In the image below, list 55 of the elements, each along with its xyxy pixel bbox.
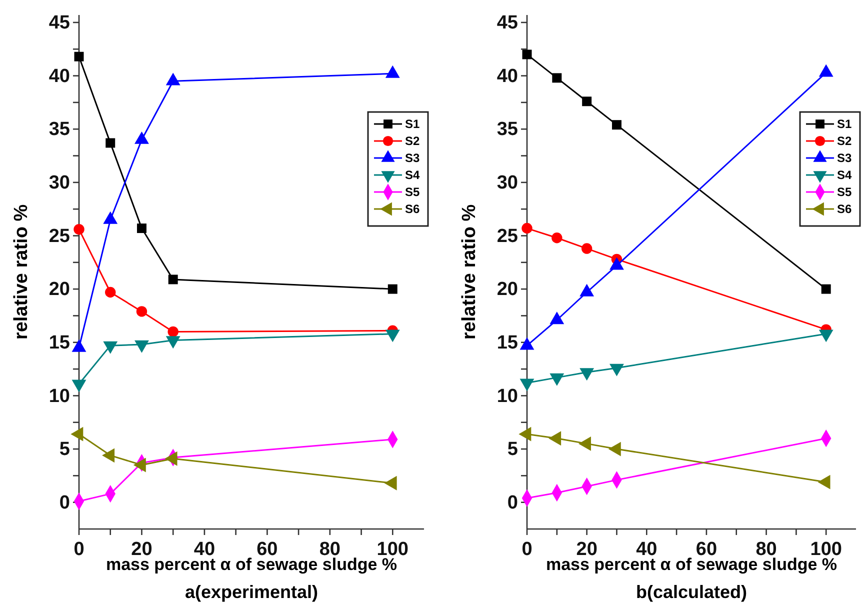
legend-label: S5 <box>405 185 420 199</box>
x-tick-label: 0 <box>522 539 532 560</box>
point <box>552 232 562 244</box>
legend-label: S3 <box>837 151 852 165</box>
legend-label: S6 <box>837 202 852 216</box>
y-tick-label: 30 <box>496 172 518 194</box>
y-tick-label: 20 <box>496 279 518 300</box>
legend-label: S6 <box>405 202 420 216</box>
legend-label: S2 <box>405 134 420 148</box>
point <box>522 222 532 234</box>
point <box>74 224 84 235</box>
y-tick-label: 10 <box>496 386 518 407</box>
legend-label: S1 <box>837 117 852 131</box>
y-tick-label: 45 <box>496 12 518 34</box>
y-tick-label: 40 <box>48 66 70 87</box>
legend-label: S2 <box>837 134 852 148</box>
text: b(calculated) <box>636 582 748 602</box>
y-tick-label: 0 <box>507 492 518 514</box>
legend-label: S3 <box>405 151 420 165</box>
y-tick-label: 5 <box>59 439 70 460</box>
point <box>168 274 178 284</box>
y-tick-label: 0 <box>59 492 70 514</box>
y-tick-label: 20 <box>48 279 70 300</box>
y-tick-label: 10 <box>48 386 70 407</box>
y-tick-label: 30 <box>48 172 70 194</box>
legend-label: S4 <box>837 168 852 182</box>
point <box>522 50 532 60</box>
y-tick-label: 15 <box>48 332 70 354</box>
y-tick-label: 40 <box>496 66 518 87</box>
point <box>136 224 146 234</box>
point <box>105 286 116 298</box>
text: a(experimental) <box>184 582 318 602</box>
point <box>581 243 592 254</box>
legend-label: S5 <box>837 185 852 199</box>
point <box>106 138 116 148</box>
y-tick-label: 25 <box>496 226 518 247</box>
y-tick-label: 35 <box>496 119 518 140</box>
y-axis-title: relative ratio % <box>11 204 32 340</box>
point <box>74 52 84 62</box>
legend-label: S4 <box>405 168 420 182</box>
point <box>168 326 178 338</box>
y-tick-label: 25 <box>48 226 70 247</box>
y-tick-label: 5 <box>507 439 518 460</box>
point <box>388 284 398 294</box>
legend-label: S1 <box>405 117 420 131</box>
point <box>552 73 562 83</box>
x-tick-label: 0 <box>74 539 84 560</box>
point <box>136 306 148 317</box>
y-tick-label: 15 <box>496 332 518 354</box>
y-axis-title: relative ratio % <box>459 204 480 340</box>
point <box>582 96 592 106</box>
point <box>821 284 831 294</box>
y-tick-label: 35 <box>48 119 70 140</box>
y-tick-label: 45 <box>48 12 70 34</box>
point <box>612 120 622 130</box>
